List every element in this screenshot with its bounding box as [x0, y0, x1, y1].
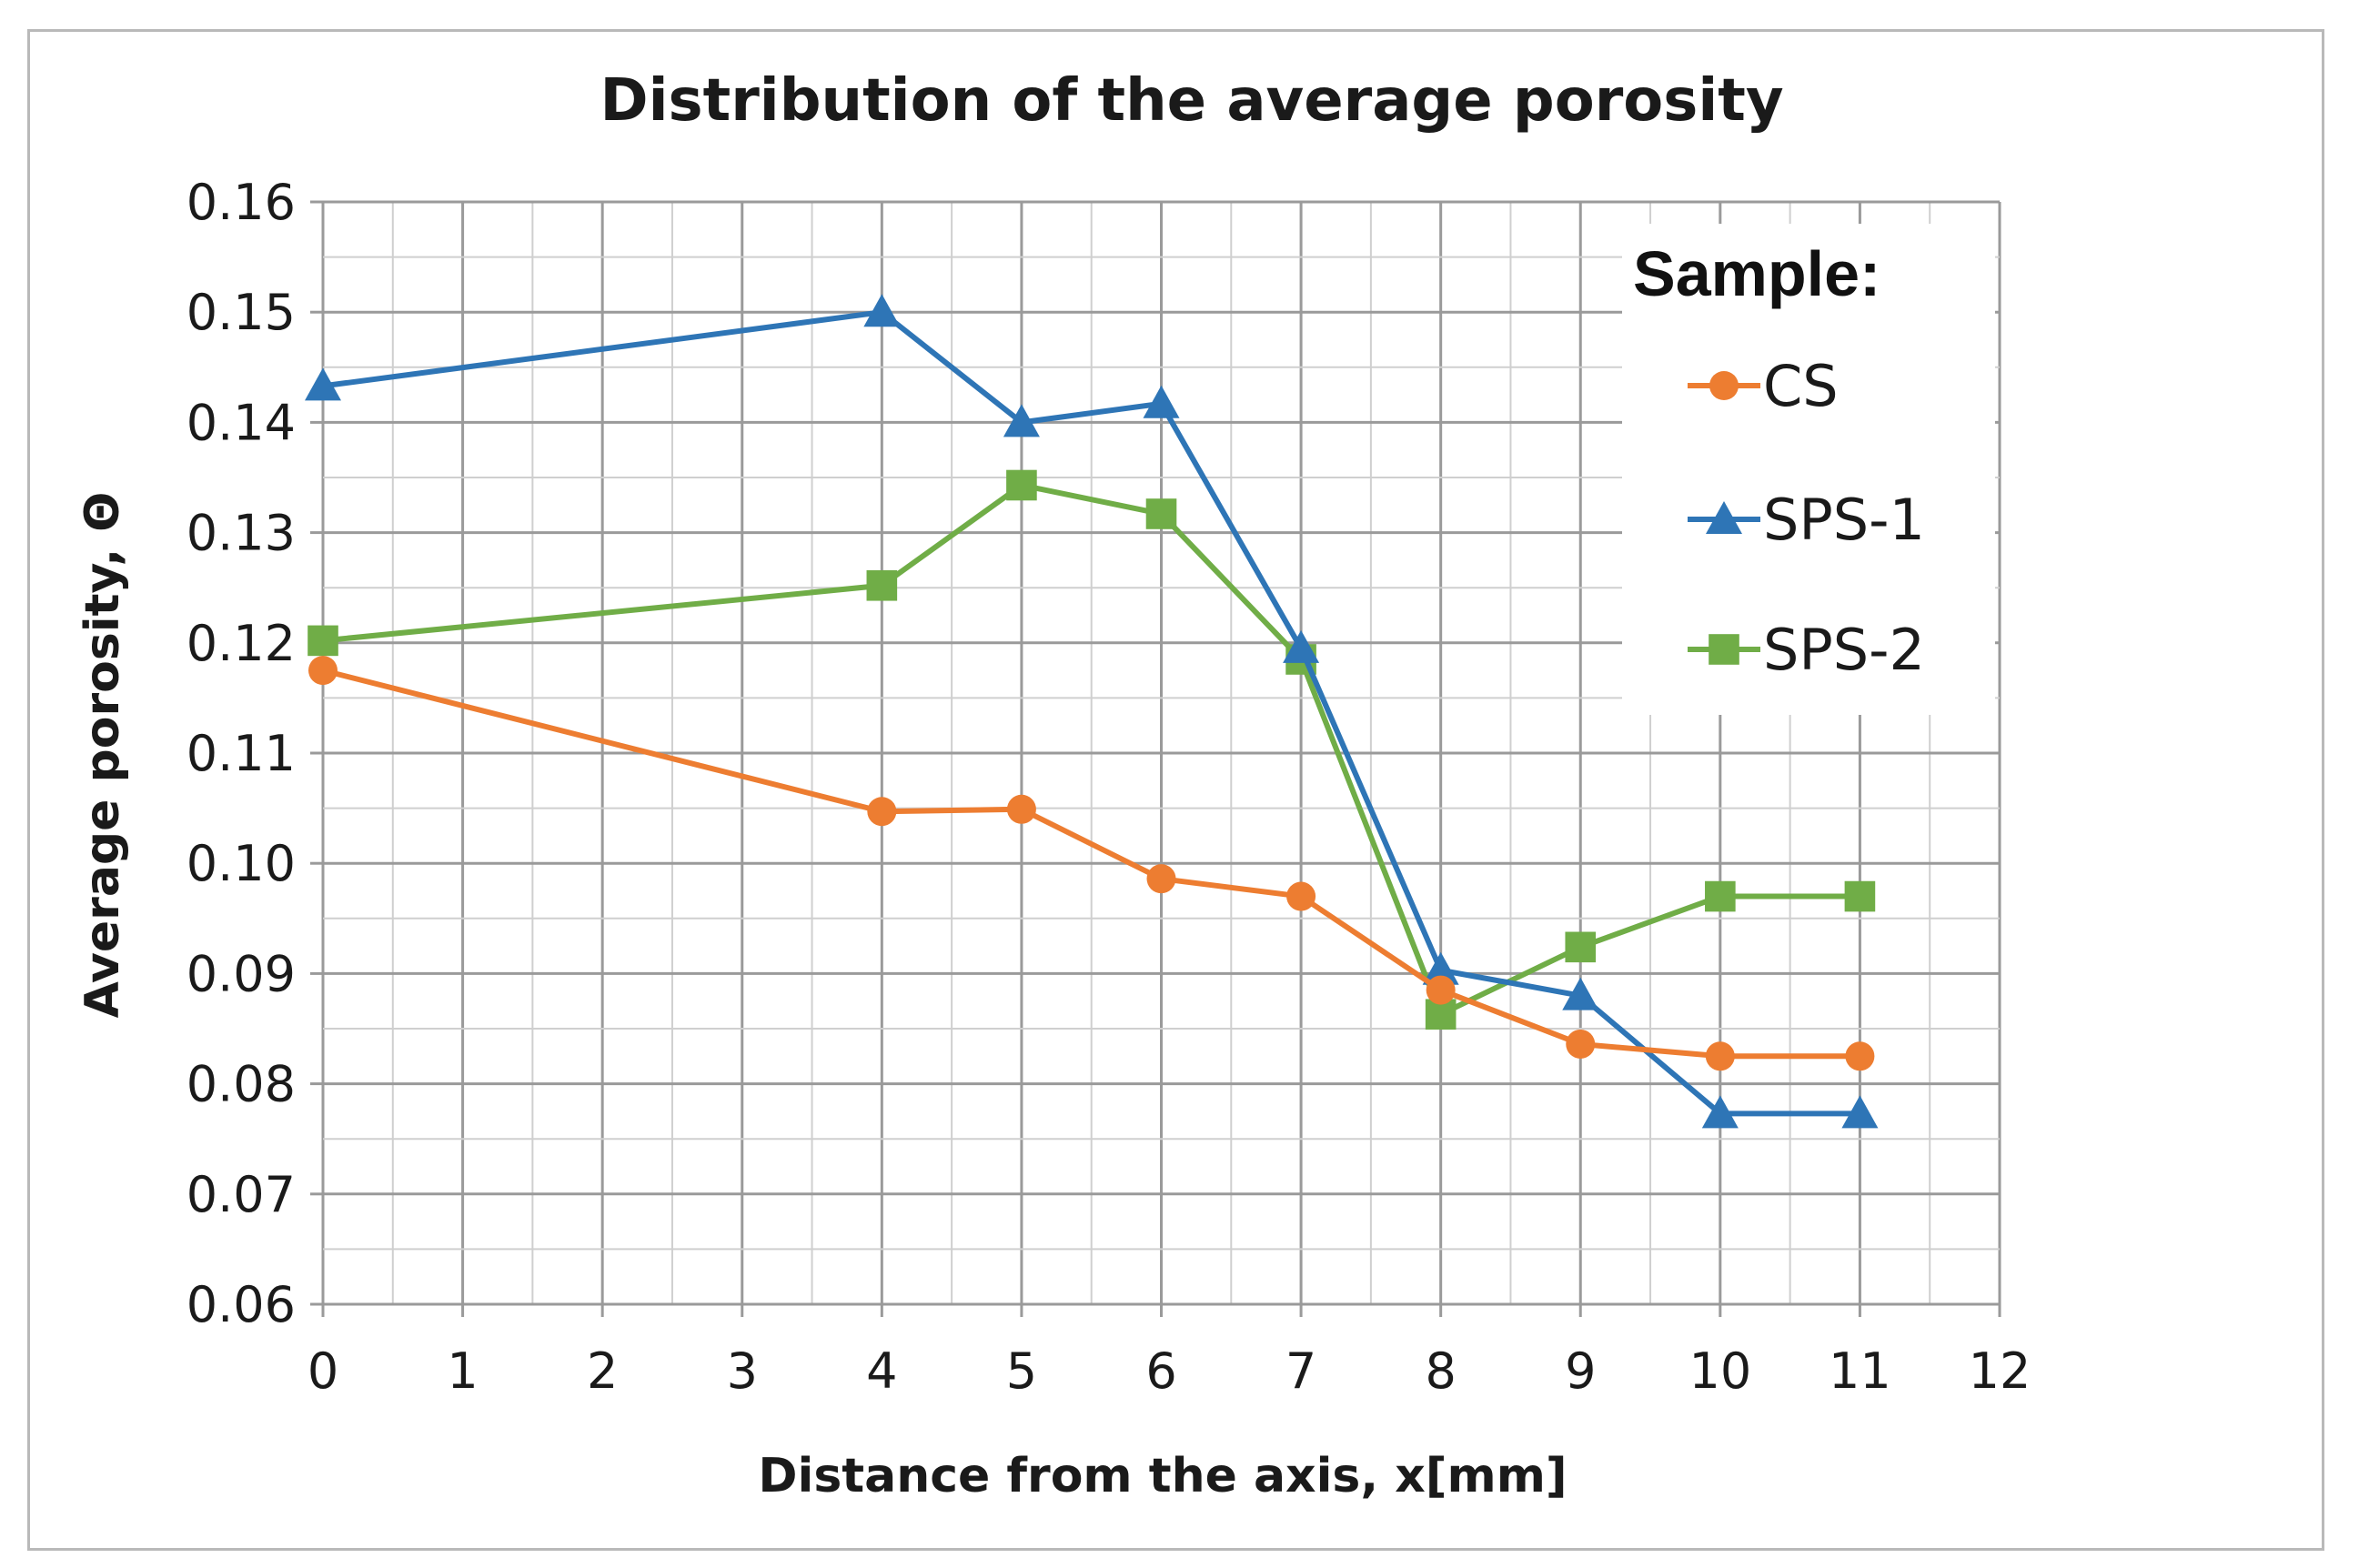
- data-point: [1283, 629, 1320, 663]
- legend-marker: [1709, 371, 1739, 400]
- legend-label: SPS-1: [1763, 487, 1925, 553]
- y-tick-label: 0.10: [186, 835, 296, 892]
- y-tick-label: 0.13: [186, 505, 296, 562]
- y-tick-label: 0.15: [186, 284, 296, 341]
- data-point: [1565, 931, 1597, 963]
- data-point: [1705, 1041, 1735, 1071]
- legend-marker: [1709, 634, 1739, 665]
- y-tick-label: 0.06: [186, 1276, 296, 1333]
- x-tick-label: 12: [1969, 1342, 2031, 1400]
- legend-background: [1622, 224, 1995, 715]
- legend-label: CS: [1763, 353, 1839, 419]
- y-tick-label: 0.09: [186, 945, 296, 1002]
- x-tick-labels: 0 1 2 3 4 5 6 7 8 9 10 11 12: [307, 1342, 2031, 1400]
- y-tick-label: 0.08: [186, 1056, 296, 1113]
- x-tick-label: 5: [1006, 1342, 1037, 1400]
- legend-title: Sample:: [1633, 238, 1880, 309]
- data-point: [1701, 1095, 1739, 1129]
- data-point: [1844, 880, 1876, 912]
- x-tick-label: 6: [1145, 1342, 1176, 1400]
- x-tick-label: 3: [727, 1342, 758, 1400]
- data-point: [1841, 1095, 1879, 1129]
- data-point: [1146, 864, 1176, 894]
- y-tick-label: 0.12: [186, 615, 296, 672]
- data-point: [1845, 1041, 1875, 1071]
- data-point: [305, 367, 341, 401]
- data-point: [1566, 1029, 1596, 1059]
- data-point: [1426, 975, 1456, 1005]
- x-tick-label: 2: [587, 1342, 618, 1400]
- y-tick-label: 0.16: [186, 174, 296, 231]
- x-tick-label: 8: [1425, 1342, 1456, 1400]
- legend-item-cs: CS: [1688, 353, 1839, 419]
- x-axis-title: Distance from the axis, x[mm]: [758, 1449, 1567, 1503]
- data-point: [307, 625, 338, 657]
- y-tick-label: 0.11: [186, 725, 296, 782]
- data-point: [1003, 404, 1040, 437]
- data-point: [308, 656, 338, 686]
- x-tick-label: 0: [307, 1342, 338, 1400]
- x-tick-label: 10: [1688, 1342, 1751, 1400]
- data-point: [863, 294, 901, 327]
- legend-marker: [1706, 501, 1742, 534]
- y-tick-label: 0.07: [186, 1166, 296, 1223]
- x-tick-label: 4: [866, 1342, 897, 1400]
- y-tick-label: 0.14: [186, 394, 296, 451]
- x-tick-label: 9: [1565, 1342, 1596, 1400]
- legend-label: SPS-2: [1763, 617, 1925, 683]
- x-tick-label: 1: [447, 1342, 478, 1400]
- data-point: [1145, 498, 1177, 529]
- data-point: [1705, 880, 1736, 912]
- data-point: [1562, 977, 1599, 1010]
- data-point: [1422, 951, 1459, 985]
- chart-title: Distribution of the average porosity: [600, 67, 1783, 135]
- legend: Sample: CS SPS-1 SPS-2: [1622, 224, 1995, 715]
- x-tick-label: 11: [1829, 1342, 1891, 1400]
- series-lines: [305, 294, 1879, 1129]
- y-tick-labels: 0.06 0.07 0.08 0.09 0.10 0.11 0.12 0.13 0.14 0.15…: [186, 174, 296, 1333]
- legend-item-sps-2: SPS-2: [1688, 617, 1925, 683]
- data-point: [867, 797, 897, 827]
- data-point: [1286, 881, 1316, 911]
- x-tick-label: 7: [1285, 1342, 1316, 1400]
- data-point: [1143, 385, 1180, 418]
- data-point: [1006, 794, 1036, 824]
- data-point: [1006, 469, 1037, 501]
- data-point: [866, 569, 898, 601]
- series-cs: [308, 656, 1875, 1071]
- series-sps-1: [305, 294, 1879, 1129]
- legend-item-sps-1: SPS-1: [1688, 487, 1925, 553]
- y-axis-title: Average porosity, Θ: [76, 492, 130, 1019]
